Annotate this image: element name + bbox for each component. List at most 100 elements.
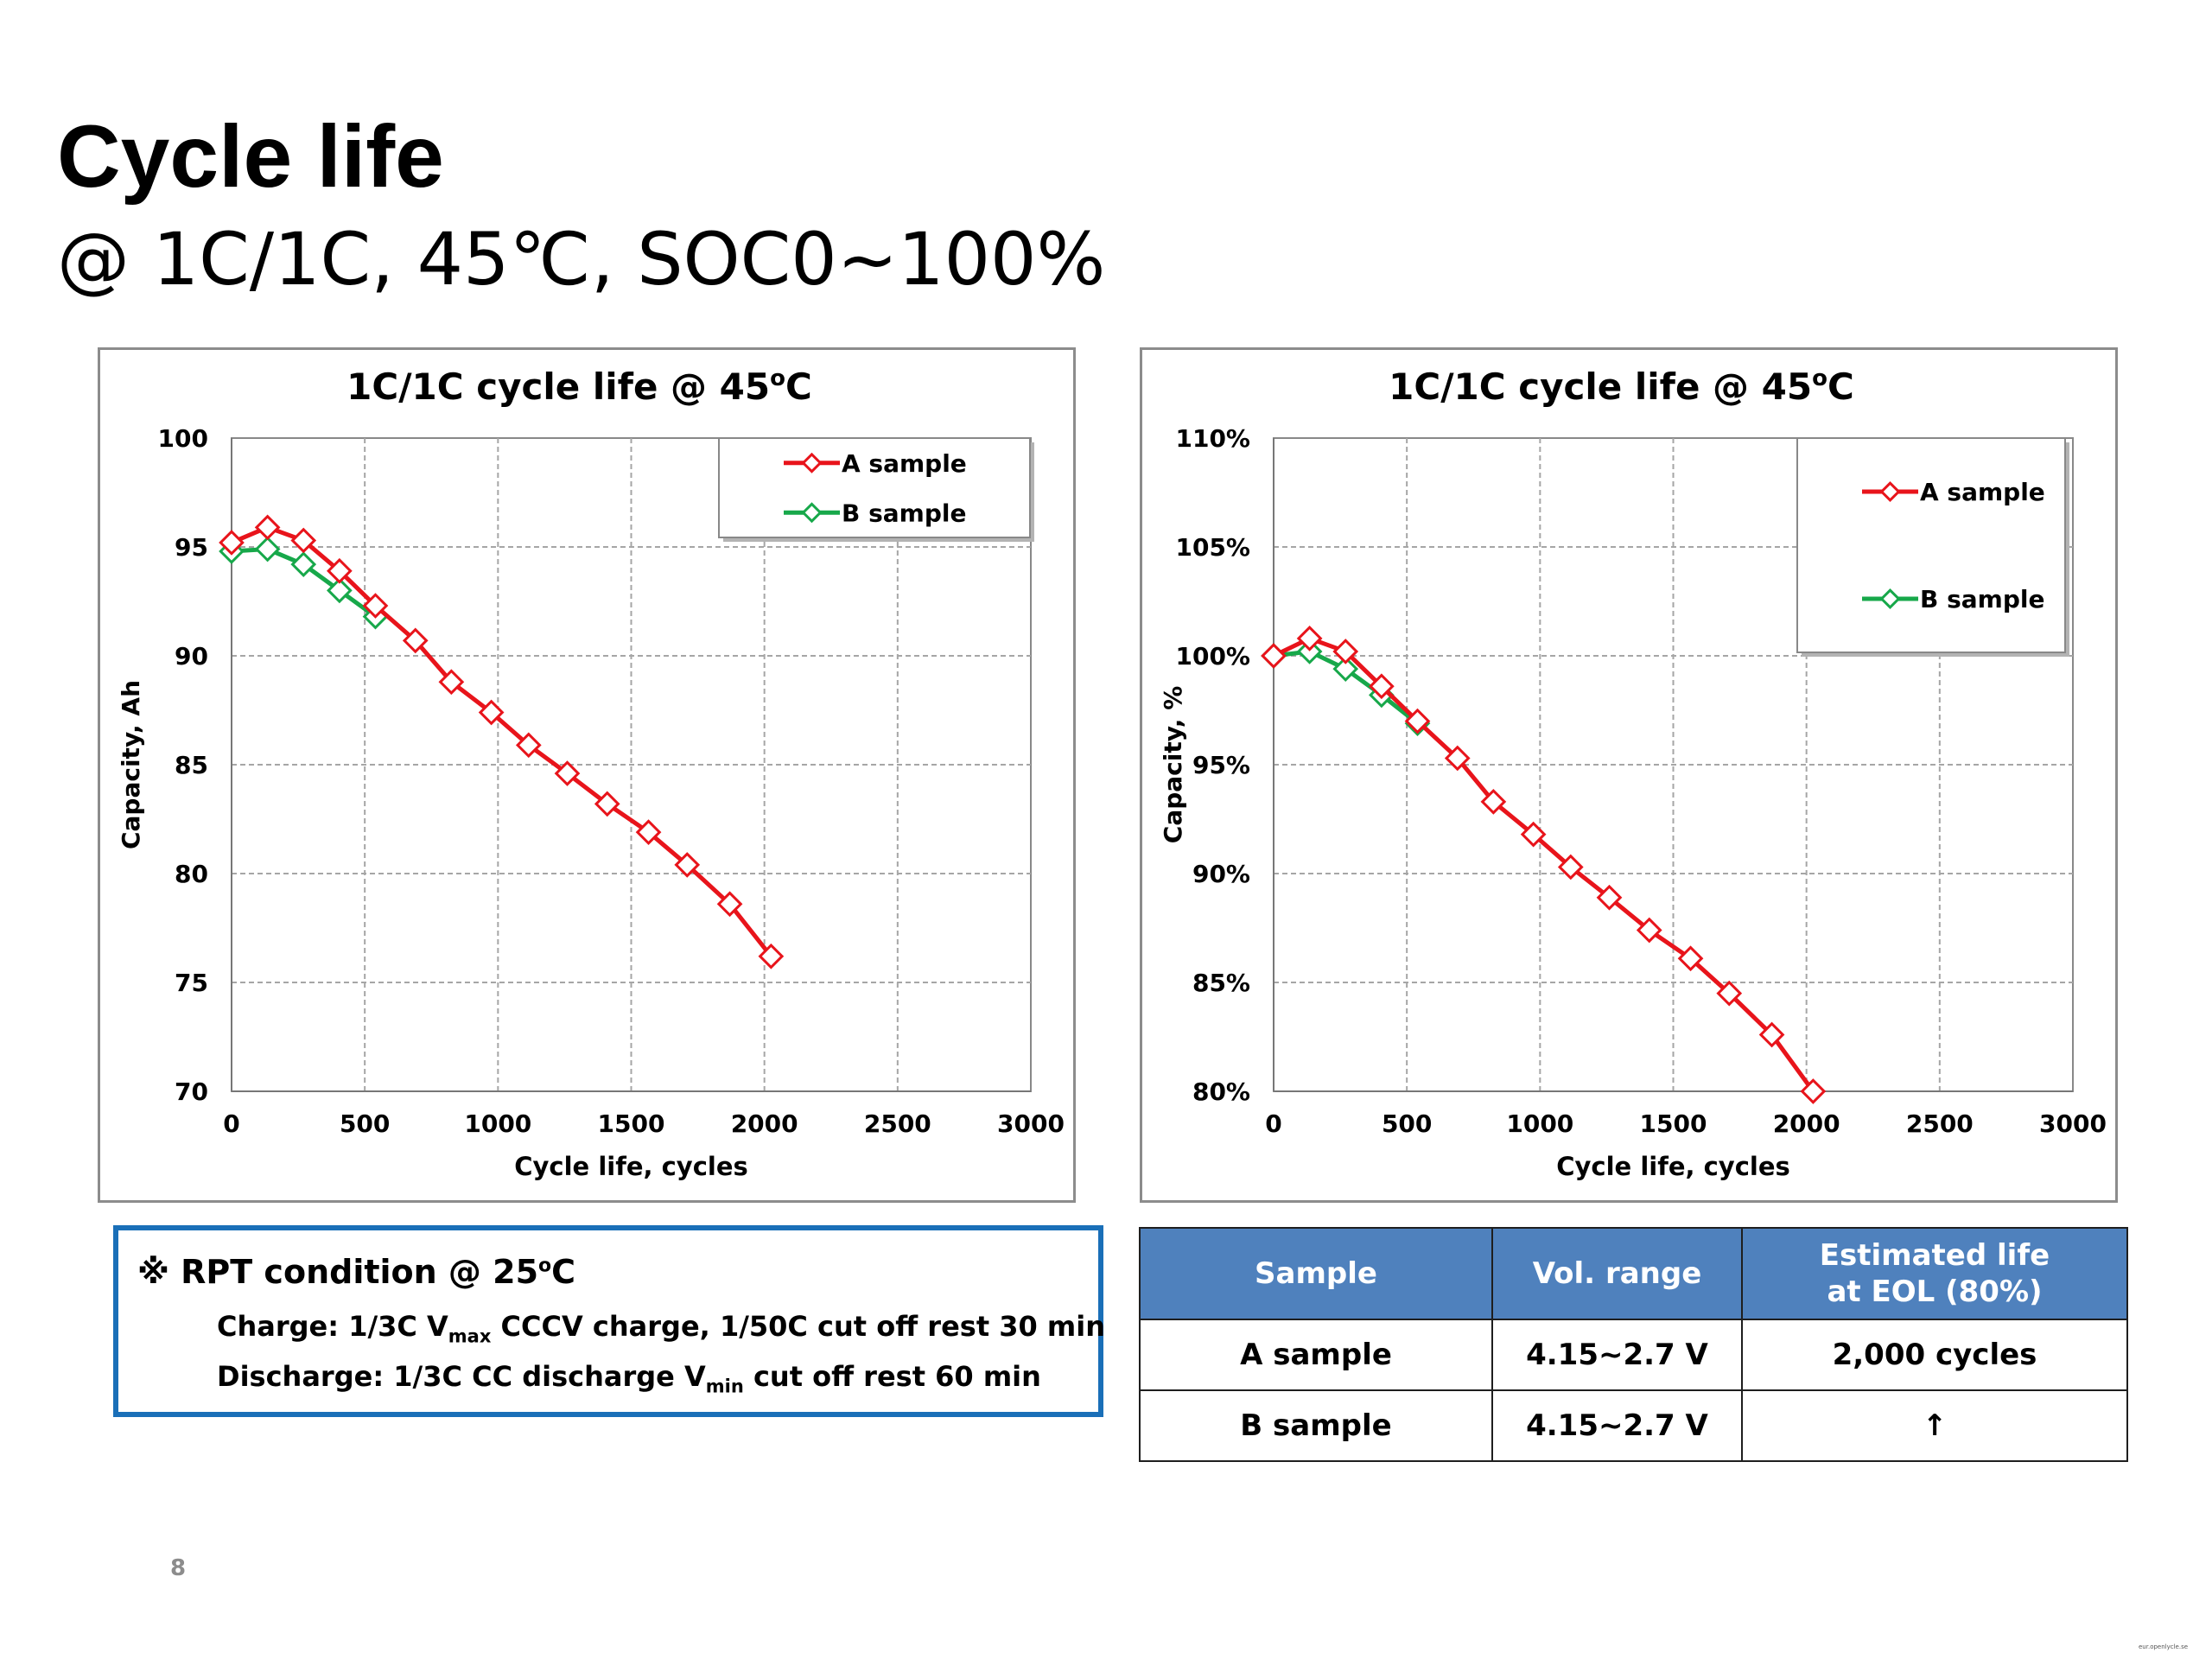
table-header-row: Sample Vol. range Estimated life at EOL … (1139, 1227, 2128, 1320)
chart-left-svg: 1C/1C cycle life @ 45oC 0 500 1000 1500 2000 2… (117, 365, 1065, 1181)
table-row: A sample 4.15~2.7 V 2,000 cycles (1139, 1319, 2128, 1391)
x-tick-label: 500 (1382, 1109, 1432, 1138)
x-tick-label: 1000 (1506, 1109, 1573, 1138)
series-a-point (1520, 821, 1547, 848)
cell-sample: B sample (1139, 1389, 1493, 1462)
x-tick-label: 2500 (1906, 1109, 1974, 1138)
legend-box (1796, 437, 2066, 653)
x-tick-label: 1000 (464, 1109, 531, 1138)
header-vol-range: Vol. range (1491, 1227, 1743, 1320)
chart-title-unit: C (1827, 365, 1854, 408)
header-sample: Sample (1139, 1227, 1493, 1320)
legend-marker-series-a (1879, 480, 1901, 503)
chart-title: 1C/1C cycle life @ 45oC (1389, 365, 1854, 408)
series-a-point (362, 593, 389, 619)
legend-label-series-b: B sample (1920, 585, 2044, 613)
y-tick-label: 80 (175, 860, 208, 888)
cell-sample: A sample (1139, 1319, 1493, 1391)
series-a-point (438, 669, 465, 696)
y-axis-label: Capacity, Ah (117, 680, 145, 849)
chart-capacity-ah: 1C/1C cycle life @ 45oC 0 500 1000 1500 2000 2… (98, 347, 1076, 1203)
series-a-point (254, 514, 281, 541)
slide-subtitle: @ 1C/1C, 45℃, SOC0~100% (57, 217, 1106, 302)
series-a-point (478, 699, 505, 726)
legend-label-series-a: A sample (842, 449, 967, 478)
series-a-point (1332, 639, 1359, 664)
y-tick-label: 80% (1192, 1077, 1250, 1106)
series-a-point (1800, 1078, 1827, 1104)
series-a-point (1480, 788, 1507, 815)
series-b-point (1332, 656, 1359, 682)
table-row: B sample 4.15~2.7 V ↑ (1139, 1389, 2128, 1462)
y-tick-label: 85 (175, 751, 208, 779)
series-b-point (1296, 639, 1323, 664)
y-tick-label: 95 (175, 533, 208, 562)
rpt-discharge-line: Discharge: 1/3C CC discharge Vmin cut of… (217, 1360, 1041, 1397)
y-tick-label: 85% (1192, 969, 1250, 997)
series-b-point (327, 577, 353, 604)
rpt-title: ※ RPT condition @ 25oC (137, 1253, 576, 1291)
series-a-point (674, 852, 701, 878)
legend-label-series-b: B sample (842, 499, 966, 527)
slide-title: Cycle life (57, 107, 444, 206)
x-axis-label: Cycle life, cycles (514, 1152, 748, 1181)
x-tick-label: 2500 (864, 1109, 931, 1138)
series-a-point (1296, 625, 1323, 652)
y-tick-label: 105% (1175, 533, 1250, 562)
rpt-condition-box: ※ RPT condition @ 25oC Charge: 1/3C Vmax… (113, 1225, 1106, 1417)
series-a-point (402, 627, 429, 654)
x-tick-label: 500 (340, 1109, 390, 1138)
y-tick-label: 75 (175, 969, 208, 997)
series-a-point (1261, 643, 1287, 669)
y-tick-label: 90% (1192, 860, 1250, 888)
watermark: eur.openlycle.se (2139, 1643, 2189, 1650)
y-tick-label: 100 (158, 424, 208, 453)
page-number: 8 (170, 1555, 187, 1581)
x-tick-label: 3000 (2039, 1109, 2107, 1138)
series-a-point (1444, 745, 1471, 772)
cell-life: ↑ (1741, 1389, 2128, 1462)
series-a-point (327, 557, 353, 584)
y-tick-label: 100% (1175, 642, 1250, 671)
y-tick-label: 95% (1192, 751, 1250, 779)
x-tick-label: 1500 (1640, 1109, 1707, 1138)
x-tick-label: 2000 (731, 1109, 798, 1138)
series-a-point (1716, 980, 1743, 1007)
y-tick-label: 70 (175, 1077, 208, 1106)
series-a-point (594, 791, 620, 817)
x-tick-label: 0 (223, 1109, 239, 1138)
header-estimated-life: Estimated life at EOL (80%) (1741, 1227, 2128, 1320)
series-a-point (1369, 673, 1395, 700)
legend-marker-series-b (801, 502, 823, 524)
legend-box (718, 437, 1031, 538)
series-a-point (290, 527, 317, 554)
rpt-charge-line: Charge: 1/3C Vmax CCCV charge, 1/50C cut… (217, 1310, 1106, 1347)
y-axis-label: Capacity, % (1159, 686, 1187, 843)
cell-vol-range: 4.15~2.7 V (1491, 1389, 1743, 1462)
x-tick-label: 0 (1265, 1109, 1281, 1138)
series-a-point (515, 732, 542, 759)
chart-capacity-percent: 1C/1C cycle life @ 45oC 0 500 1000 1500 2000 2… (1140, 347, 2118, 1203)
series-a-point (1596, 884, 1623, 911)
series-a-point (219, 530, 245, 556)
series-a-point (716, 891, 743, 918)
results-table: Sample Vol. range Estimated life at EOL … (1139, 1227, 2128, 1462)
x-tick-label: 2000 (1773, 1109, 1840, 1138)
y-tick-label: 90 (175, 642, 208, 671)
y-tick-label: 110% (1175, 424, 1250, 453)
chart-title-degree: o (770, 365, 785, 391)
cell-vol-range: 4.15~2.7 V (1491, 1319, 1743, 1391)
series-b-point (254, 536, 281, 563)
series-a-point (1758, 1021, 1785, 1048)
chart-title: 1C/1C cycle life @ 45oC (346, 365, 812, 408)
series-a-point (1557, 854, 1584, 880)
x-tick-label: 1500 (598, 1109, 665, 1138)
series-a-point (758, 943, 785, 969)
series-a-point (1677, 945, 1704, 972)
legend-marker-series-b (1879, 588, 1901, 610)
chart-title-main: 1C/1C cycle life @ 45 (1389, 365, 1812, 408)
series-b-point (290, 551, 317, 578)
chart-title-degree: o (1812, 365, 1827, 391)
series-a-point (554, 760, 581, 786)
x-axis-label: Cycle life, cycles (1556, 1152, 1790, 1181)
